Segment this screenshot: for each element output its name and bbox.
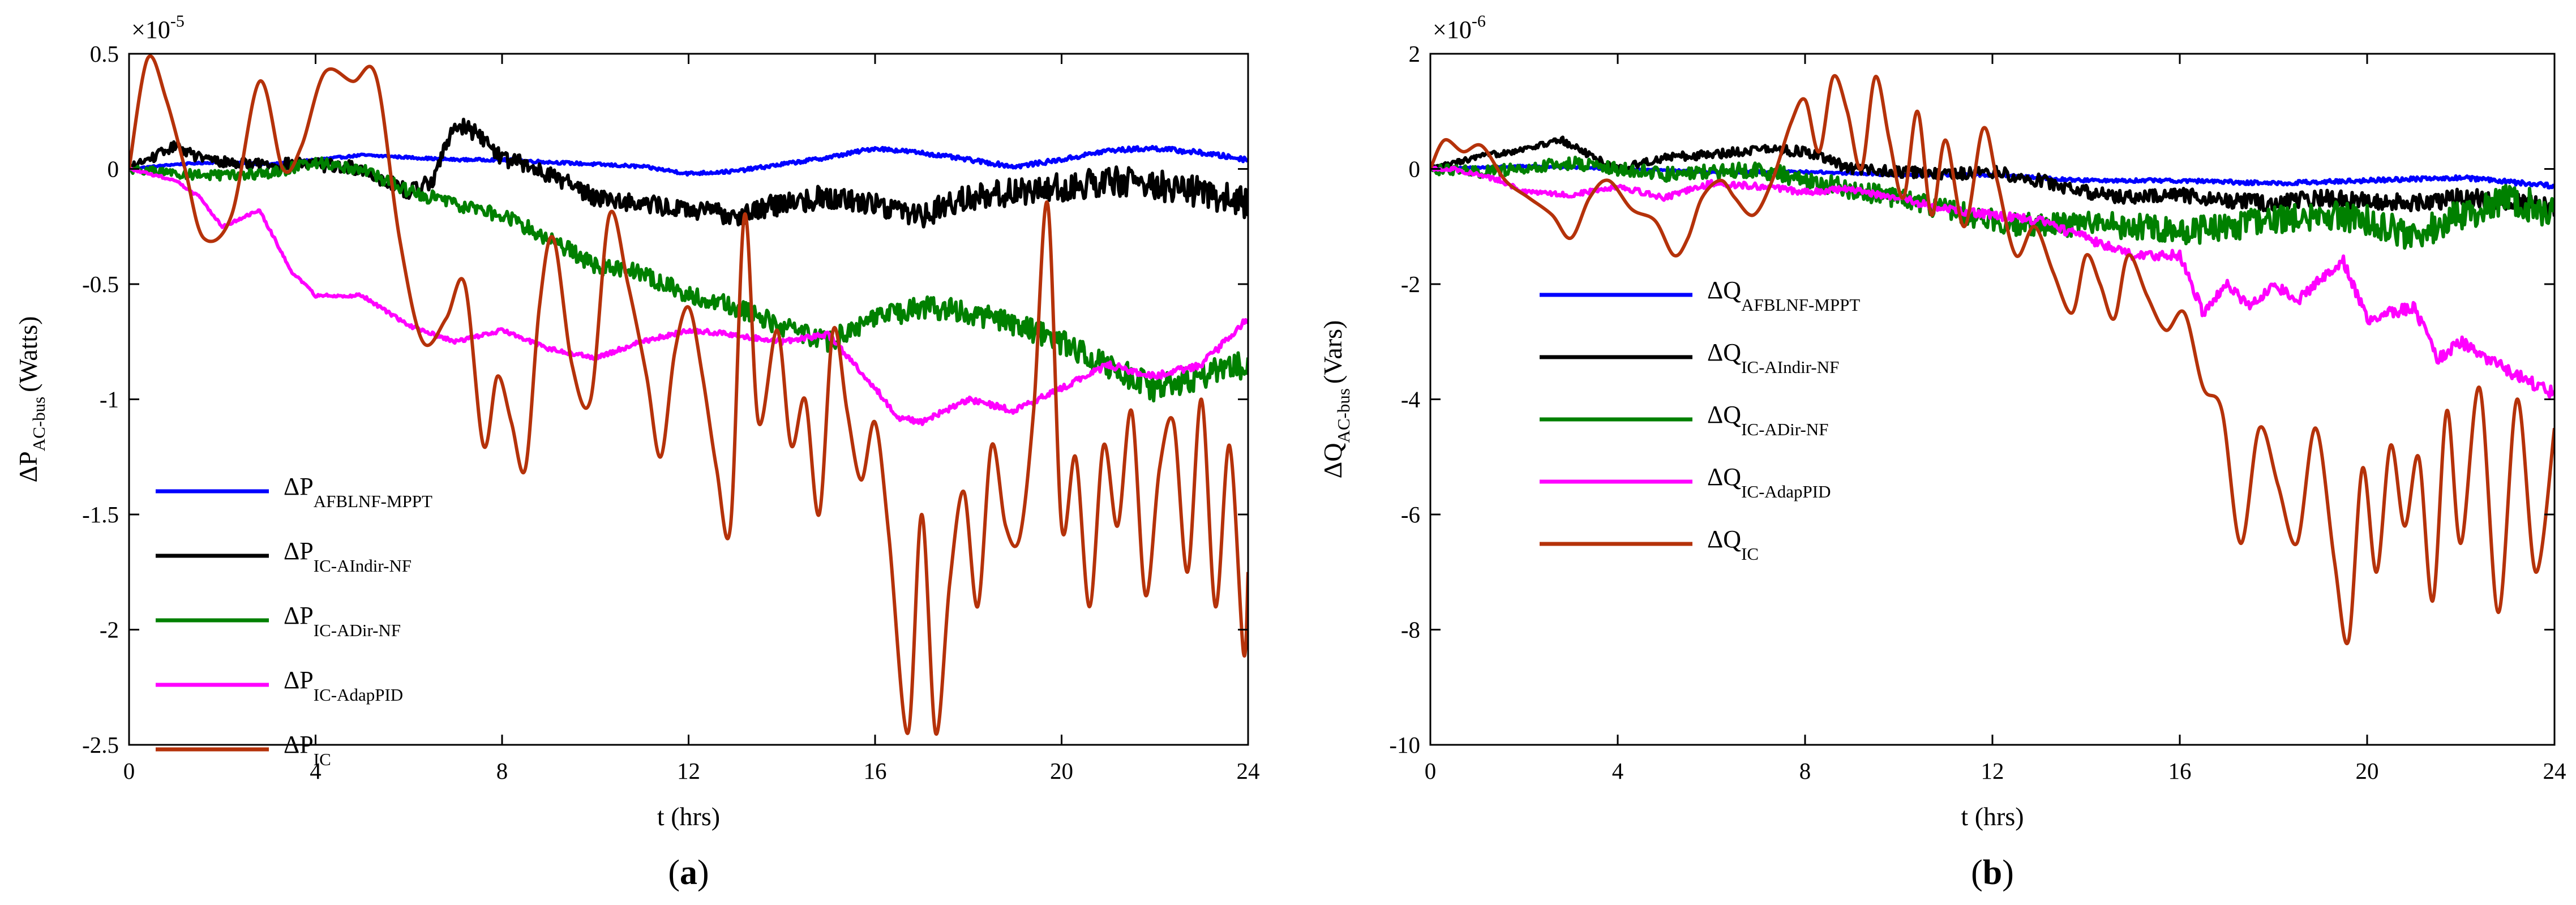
legend-entry-sub: IC-AdapPID — [314, 685, 403, 705]
legend-entry-sub: IC-AIndir-NF — [1741, 357, 1839, 377]
x-tick-label: 0 — [123, 758, 135, 784]
panel-label-open: ( — [1971, 853, 1983, 892]
legend-entry-main: ΔP — [284, 666, 314, 694]
legend-entry-ic-aindir-nf: ΔPIC-AIndir-NF — [284, 537, 412, 576]
x-tick-label: 4 — [310, 758, 322, 784]
legend-entry-ic: ΔPIC — [284, 731, 331, 769]
x-tick-label: 0 — [1425, 758, 1437, 784]
series-line-ic — [129, 54, 1248, 736]
legend-entry-afblnf-mppt: ΔPAFBLNF-MPPT — [284, 473, 432, 511]
y-axis-label-sub: AC-bus — [29, 397, 49, 451]
x-tick-label: 12 — [677, 758, 700, 784]
legend-entry-sub: IC-AIndir-NF — [314, 556, 412, 576]
legend-entry-main: ΔQ — [1707, 276, 1741, 304]
panel-label: (a) — [668, 853, 709, 892]
legend-entry-main: ΔP — [284, 602, 314, 629]
panel-label-letter: b — [1983, 853, 2002, 892]
x-axis-label: t (hrs) — [1961, 802, 2024, 831]
panel-label: (b) — [1971, 853, 2014, 892]
y-tick-label: 0 — [1409, 156, 1421, 182]
legend-entry-sub: IC — [1741, 544, 1759, 564]
y-axis-label-main: ΔP — [14, 451, 42, 482]
legend-entry-main: ΔQ — [1707, 338, 1741, 366]
legend-entry-sub: AFBLNF-MPPT — [1741, 295, 1860, 315]
axis-multiplier: ×10-5 — [131, 12, 185, 44]
legend-entry-main: ΔQ — [1707, 463, 1741, 491]
legend-entry-main: ΔP — [284, 731, 314, 758]
y-tick-label: -1 — [100, 387, 119, 413]
y-tick-label: 0.5 — [90, 41, 119, 67]
legend-entry-sub: IC-ADir-NF — [1741, 419, 1828, 439]
y-tick-label: -6 — [1401, 501, 1420, 527]
legend-entry-ic-adappid: ΔQIC-AdapPID — [1707, 463, 1831, 501]
legend: ΔPAFBLNF-MPPTΔPIC-AIndir-NFΔPIC-ADir-NFΔ… — [156, 473, 432, 769]
legend-entry-sub: AFBLNF-MPPT — [314, 491, 432, 511]
panel-label-close: ) — [2002, 853, 2014, 892]
y-axis-label: ΔQAC-bus (Vars) — [1318, 320, 1353, 479]
panel-label-letter: a — [680, 853, 697, 892]
legend-entry-ic-aindir-nf: ΔQIC-AIndir-NF — [1707, 338, 1839, 377]
plot-area — [129, 54, 1248, 745]
y-tick-label: -2.5 — [82, 732, 119, 758]
axis-multiplier-base: ×10 — [131, 16, 170, 44]
legend-entry-sub: IC-AdapPID — [1741, 482, 1831, 501]
y-axis-label-unit: (Watts) — [14, 316, 42, 392]
series-group — [129, 54, 1248, 736]
axis-multiplier: ×10-6 — [1433, 12, 1486, 44]
legend-entry-sub: IC — [314, 749, 331, 769]
x-tick-label: 8 — [1799, 758, 1811, 784]
legend-entry-ic-adir-nf: ΔPIC-ADir-NF — [284, 602, 401, 640]
legend-entry-main: ΔP — [284, 473, 314, 500]
legend-entry-main: ΔP — [284, 537, 314, 565]
y-tick-label: -0.5 — [82, 271, 119, 297]
axis-multiplier-exponent: -5 — [170, 12, 185, 31]
x-tick-label: 24 — [2543, 758, 2566, 784]
y-axis-label-unit: (Vars) — [1318, 320, 1347, 384]
legend-entry-main: ΔQ — [1707, 401, 1741, 428]
y-tick-label: 0 — [108, 156, 119, 182]
legend-entry-ic-adappid: ΔPIC-AdapPID — [284, 666, 403, 705]
y-tick-label: -10 — [1389, 732, 1420, 758]
legend: ΔQAFBLNF-MPPTΔQIC-AIndir-NFΔQIC-ADir-NFΔ… — [1540, 276, 1860, 564]
y-axis-label-main: ΔQ — [1318, 443, 1347, 479]
y-tick-label: -2 — [1401, 271, 1420, 297]
legend-entry-ic-adir-nf: ΔQIC-ADir-NF — [1707, 401, 1828, 439]
x-axis-label: t (hrs) — [657, 802, 720, 831]
series-group — [1430, 74, 2554, 645]
y-tick-label: -8 — [1401, 617, 1420, 643]
chart-panel-a: 0 4 8 12 16 20 24 0.5 0 -0.5 -1 -1.5 -2 -2.5 ×10-5 t (h… — [14, 12, 1260, 892]
axis-multiplier-exponent: -6 — [1472, 12, 1486, 31]
x-tick-label: 20 — [2356, 758, 2379, 784]
y-axis-label: ΔPAC-bus (Watts) — [14, 316, 49, 483]
axis-multiplier-base: ×10 — [1433, 16, 1472, 44]
series-line-ic-adappid — [129, 167, 1248, 426]
panel-label-close: ) — [697, 853, 709, 892]
y-tick-label: -4 — [1401, 387, 1420, 413]
x-tick-label: 16 — [864, 758, 887, 784]
y-tick-label: 2 — [1409, 41, 1421, 67]
series-line-ic — [1430, 74, 2554, 645]
legend-entry-afblnf-mppt: ΔQAFBLNF-MPPT — [1707, 276, 1860, 315]
legend-entry-sub: IC-ADir-NF — [314, 620, 401, 640]
x-tick-label: 4 — [1612, 758, 1624, 784]
y-tick-label: -1.5 — [82, 501, 119, 527]
y-tick-label: -2 — [100, 617, 119, 643]
x-tick-label: 8 — [496, 758, 508, 784]
panel-label-open: ( — [668, 853, 680, 892]
legend-entry-main: ΔQ — [1707, 525, 1741, 553]
x-tick-label: 12 — [1981, 758, 2004, 784]
x-tick-label: 24 — [1237, 758, 1260, 784]
x-tick-label: 20 — [1050, 758, 1073, 784]
legend-entry-ic: ΔQIC — [1707, 525, 1759, 564]
x-tick-label: 16 — [2168, 758, 2192, 784]
y-axis-label-sub: AC-bus — [1334, 388, 1353, 443]
series-line-ic-adir-nf — [129, 156, 1248, 403]
